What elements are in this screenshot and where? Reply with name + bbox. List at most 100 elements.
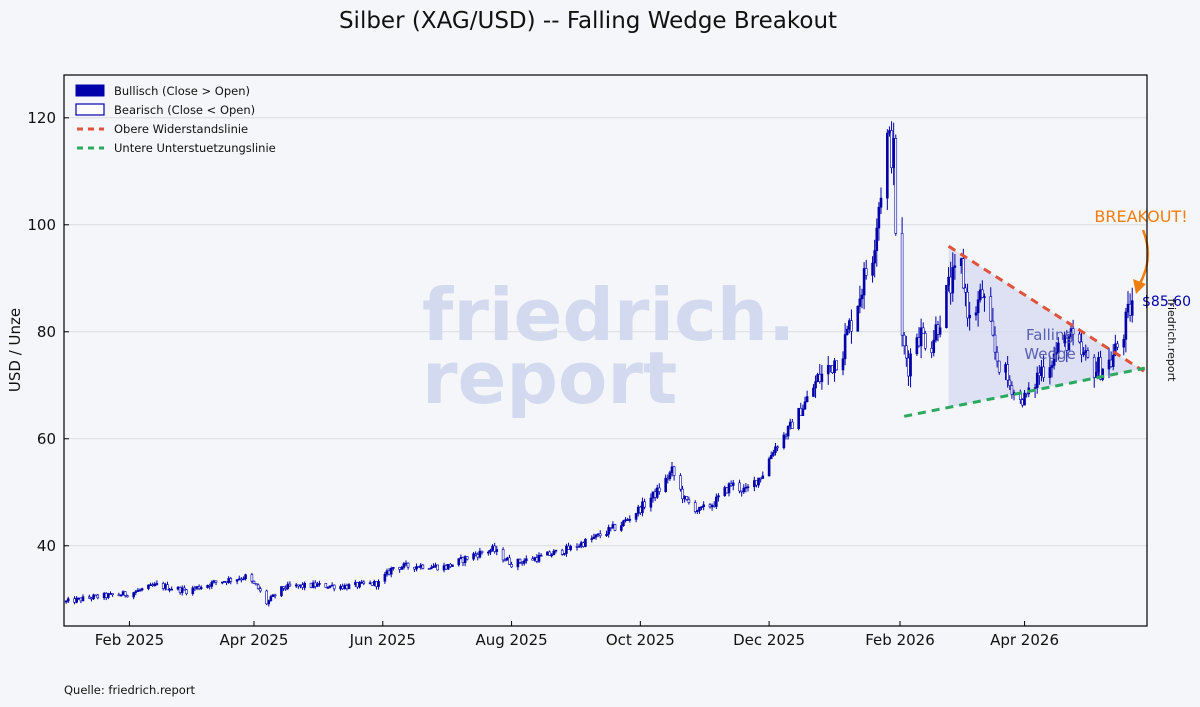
candle-bearish <box>309 582 313 588</box>
candle-bullish <box>641 501 644 514</box>
candle-bullish <box>700 506 703 509</box>
candle-bearish <box>966 291 969 319</box>
candle-bullish <box>164 584 167 589</box>
candle-bearish <box>850 320 853 332</box>
candle-bullish <box>1033 387 1037 389</box>
candle-bullish <box>845 328 849 335</box>
legend-label-support: Untere Unterstuetzungslinie <box>114 141 276 155</box>
x-tick-label: Feb 2025 <box>95 631 165 649</box>
candle-bullish <box>244 574 247 580</box>
candle-bearish <box>1109 359 1113 367</box>
last-price-label: $85.60 <box>1142 294 1191 310</box>
candle-bullish <box>797 408 800 429</box>
candle-bearish <box>193 587 197 590</box>
candle-bullish <box>664 477 667 492</box>
candle-bullish <box>592 536 596 539</box>
candle-bearish <box>417 566 420 568</box>
candle-bullish <box>430 567 433 570</box>
candle-bearish <box>653 491 657 498</box>
candle-bullish <box>199 587 203 590</box>
candle-bullish <box>968 314 971 319</box>
candle-bearish <box>520 562 524 564</box>
candle-bullish <box>605 533 608 537</box>
candle-bearish <box>1038 372 1041 376</box>
candle-bullish <box>938 327 942 335</box>
x-tick-label: Jun 2025 <box>349 631 416 649</box>
candle-bearish <box>465 556 469 560</box>
candle-bullish <box>668 472 672 479</box>
candle-bearish <box>449 564 452 567</box>
candle-bullish <box>742 487 746 493</box>
candle-bullish <box>478 550 482 558</box>
candle-bullish <box>953 265 957 268</box>
candle-bullish <box>223 581 226 583</box>
candle-bullish <box>1084 350 1088 353</box>
candle-bullish <box>537 554 541 562</box>
candle-bullish <box>242 578 245 581</box>
candle-bearish <box>301 584 304 588</box>
candle-bullish <box>628 519 632 521</box>
candle-bullish <box>487 551 490 554</box>
candle-bearish <box>1021 399 1024 406</box>
candle-bullish <box>550 554 553 557</box>
candle-bullish <box>533 557 537 561</box>
candle-bullish <box>816 374 819 382</box>
candle-bullish <box>860 294 864 300</box>
y-tick-label: 40 <box>37 537 56 555</box>
candle-bullish <box>620 525 623 531</box>
candle-bullish <box>801 408 805 416</box>
candle-bullish <box>744 486 748 489</box>
candle-bullish <box>862 268 866 296</box>
x-tick-label: Feb 2026 <box>865 631 935 649</box>
candle-bearish <box>949 276 952 294</box>
candle-bearish <box>681 488 684 500</box>
candle-bullish <box>389 568 393 575</box>
candle-bearish <box>117 594 121 597</box>
candle-bearish <box>1025 392 1028 395</box>
candle-bearish <box>493 545 496 552</box>
candle-bullish <box>727 483 731 494</box>
candle-bullish <box>377 580 380 587</box>
candle-bearish <box>208 585 211 587</box>
candle-bearish <box>548 551 551 556</box>
candle-bullish <box>978 289 982 301</box>
candle-bearish <box>921 327 925 334</box>
wedge-label-line-2: Wedge <box>1024 345 1075 363</box>
candle-bearish <box>476 554 480 558</box>
watermark: friedrich. report <box>422 273 795 420</box>
candle-bearish <box>1006 364 1009 381</box>
candle-bullish <box>109 593 112 595</box>
candle-bullish <box>77 597 81 600</box>
candle-bullish <box>81 596 85 602</box>
candle-bullish <box>879 197 883 208</box>
candle-bearish <box>708 504 712 508</box>
candle-bullish <box>347 584 351 590</box>
candle-bullish <box>1035 372 1039 388</box>
candle-bullish <box>746 486 750 489</box>
legend-swatch-bearish <box>75 103 105 116</box>
candle-bearish <box>341 585 344 589</box>
candle-bullish <box>594 534 598 538</box>
candle-bullish <box>1004 364 1007 373</box>
candle-bearish <box>123 591 127 596</box>
candle-bearish <box>759 477 762 480</box>
candle-bearish <box>503 559 507 562</box>
candle-bullish <box>788 421 792 427</box>
candle-bullish <box>489 549 492 553</box>
candle-bearish <box>185 589 188 595</box>
side-label: friedrich.report <box>1165 299 1178 383</box>
candle-bullish <box>596 533 600 536</box>
candle-bullish <box>584 538 587 547</box>
candle-bearish <box>962 258 965 289</box>
candle-bullish <box>579 542 583 547</box>
candle-bullish <box>360 581 363 584</box>
candle-bearish <box>791 421 794 429</box>
candle-bullish <box>805 396 809 403</box>
candle-bearish <box>902 334 906 347</box>
candle-bullish <box>136 589 140 592</box>
candle-bullish <box>210 581 214 587</box>
candle-bullish <box>299 584 302 587</box>
candle-bullish <box>820 373 824 382</box>
candle-bearish <box>214 580 218 583</box>
candle-bullish <box>886 132 889 199</box>
